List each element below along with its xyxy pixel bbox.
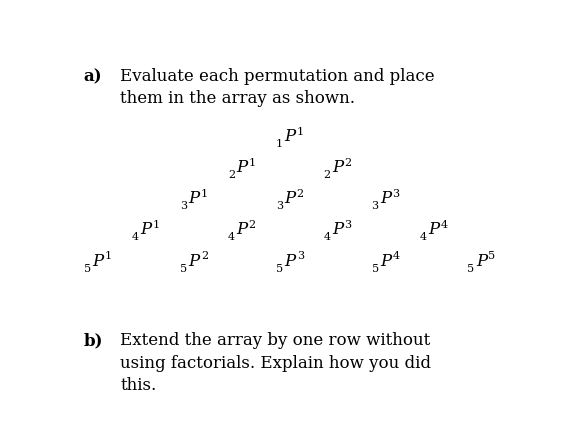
Text: P: P	[380, 253, 391, 270]
Text: 4: 4	[228, 232, 235, 242]
Text: Evaluate each permutation and place
them in the array as shown.: Evaluate each permutation and place them…	[120, 68, 435, 107]
Text: 5: 5	[468, 264, 474, 274]
Text: 3: 3	[371, 202, 379, 211]
Text: P: P	[332, 159, 343, 176]
Text: 5: 5	[84, 264, 91, 274]
Text: 2: 2	[249, 220, 256, 230]
Text: 1: 1	[249, 158, 256, 168]
Text: 1: 1	[201, 189, 208, 199]
Text: 2: 2	[345, 158, 352, 168]
Text: a): a)	[83, 68, 102, 85]
Text: P: P	[284, 190, 295, 207]
Text: 4: 4	[392, 252, 400, 261]
Text: 3: 3	[297, 252, 304, 261]
Text: P: P	[332, 221, 343, 238]
Text: 2: 2	[228, 170, 235, 180]
Text: Extend the array by one row without
using factorials. Explain how you did
this.: Extend the array by one row without usin…	[120, 332, 432, 394]
Text: 5: 5	[488, 252, 496, 261]
Text: 1: 1	[105, 252, 112, 261]
Text: 1: 1	[297, 127, 304, 137]
Text: 2: 2	[324, 170, 331, 180]
Text: 4: 4	[324, 232, 331, 242]
Text: P: P	[476, 253, 487, 270]
Text: 5: 5	[180, 264, 187, 274]
Text: 4: 4	[419, 232, 427, 242]
Text: 3: 3	[276, 202, 283, 211]
Text: 1: 1	[153, 220, 160, 230]
Text: P: P	[188, 253, 200, 270]
Text: 1: 1	[276, 139, 283, 149]
Text: P: P	[428, 221, 439, 238]
Text: 3: 3	[345, 220, 352, 230]
Text: P: P	[140, 221, 152, 238]
Text: P: P	[284, 128, 295, 145]
Text: 2: 2	[201, 252, 208, 261]
Text: P: P	[284, 253, 295, 270]
Text: P: P	[380, 190, 391, 207]
Text: P: P	[188, 190, 200, 207]
Text: P: P	[236, 159, 247, 176]
Text: 5: 5	[371, 264, 379, 274]
Text: 4: 4	[132, 232, 139, 242]
Text: 4: 4	[441, 220, 447, 230]
Text: P: P	[236, 221, 247, 238]
Text: 3: 3	[392, 189, 400, 199]
Text: 3: 3	[180, 202, 187, 211]
Text: 2: 2	[297, 189, 304, 199]
Text: 5: 5	[276, 264, 283, 274]
Text: P: P	[93, 253, 103, 270]
Text: b): b)	[83, 332, 103, 349]
